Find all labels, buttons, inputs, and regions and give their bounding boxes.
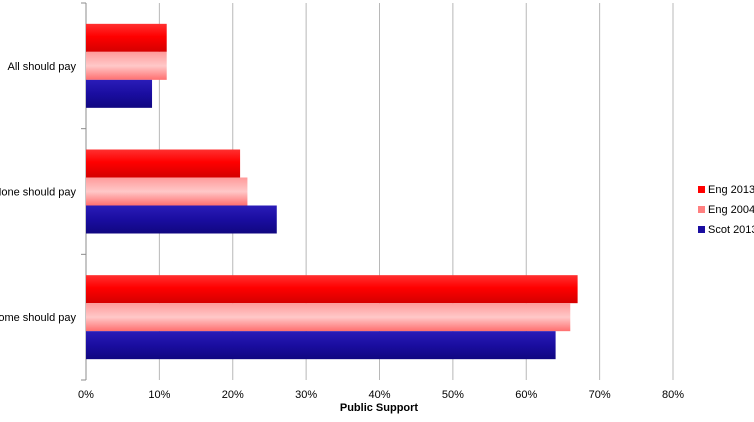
bar-eng-2004	[86, 51, 167, 80]
bar-eng-2013	[86, 275, 578, 304]
x-tick-label: 0%	[78, 389, 94, 401]
legend-swatch	[698, 186, 705, 193]
bar-scot-2013	[86, 79, 153, 108]
axes	[81, 2, 87, 381]
legend-label: Eng 2013	[708, 184, 754, 196]
legend-swatch	[698, 226, 705, 233]
bar-scot-2013	[86, 205, 277, 234]
x-tick-label: 40%	[368, 389, 390, 401]
x-tick-label: 30%	[295, 389, 317, 401]
x-tick-label: 80%	[662, 389, 684, 401]
category-label: Some should pay	[0, 312, 76, 324]
bars	[86, 23, 578, 360]
x-tick-labels: 0% 10% 20% 30% 40% 50% 60% 70% 80%	[78, 389, 684, 401]
bar-eng-2004	[86, 177, 248, 206]
bar-eng-2013	[86, 149, 241, 178]
x-tick-label: 70%	[589, 389, 611, 401]
category-labels: All should pay None should pay Some should…	[0, 61, 76, 324]
gridlines	[158, 3, 674, 380]
bar-scot-2013	[86, 331, 556, 360]
bar-eng-2013	[86, 23, 167, 52]
bar-eng-2004	[86, 303, 571, 332]
legend: Eng 2013 Eng 2004 Scot 2013	[698, 184, 754, 236]
legend-label: Eng 2004	[708, 204, 754, 216]
category-label: All should pay	[8, 61, 77, 73]
legend-label: Scot 2013	[708, 224, 754, 236]
x-axis-label: Public Support	[340, 402, 419, 414]
legend-swatch	[698, 206, 705, 213]
x-tick-label: 10%	[148, 389, 170, 401]
x-tick-label: 60%	[515, 389, 537, 401]
category-label: None should pay	[0, 187, 76, 199]
x-tick-label: 50%	[442, 389, 464, 401]
x-tick-label: 20%	[222, 389, 244, 401]
